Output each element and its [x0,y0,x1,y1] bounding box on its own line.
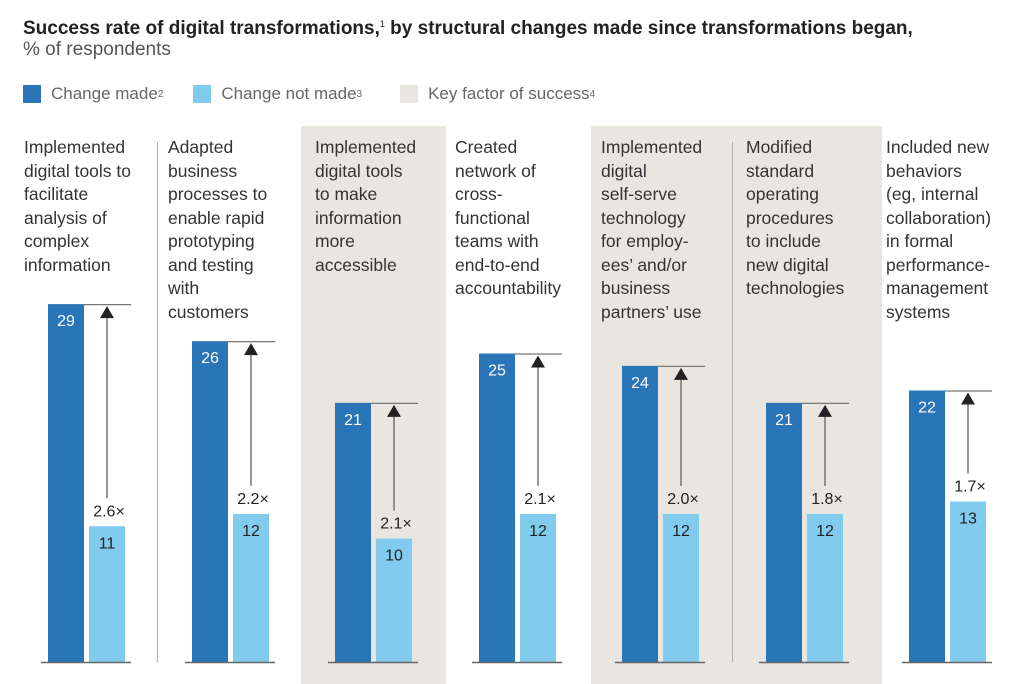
bar-change-not-made [807,513,843,662]
bar-change-not-made [233,513,269,662]
category-label: Modified standard operating procedures t… [746,137,845,298]
value-label-change-not-made: 13 [959,511,977,528]
multiplier-label: 2.1× [524,491,556,508]
value-label-change-made: 22 [918,400,936,417]
category-label: Implemented digital tools to facilitate … [24,137,132,275]
value-label-change-made: 21 [775,412,793,429]
chart-subtitle: % of respondents [23,39,171,60]
value-label-change-not-made: 10 [385,548,403,565]
multiplier-label: 2.1× [380,516,412,533]
bar-change-not-made [376,538,412,662]
bar-change-made [48,304,84,662]
legend: Change made 2 Change not made 3 Key factor… [23,84,625,104]
column-divider [732,142,733,662]
arrow-head-icon [244,343,258,356]
key-factor-highlight-3 [301,126,446,684]
category-label: Included new behaviors (eg, internal col… [886,137,992,322]
category-label: Created network of cross- functional tea… [455,137,562,298]
bar-change-not-made [520,513,556,662]
multiplier-label: 1.7× [954,479,986,496]
legend-swatch [23,85,41,103]
arrow-head-icon [387,404,401,417]
value-label-change-made: 29 [57,313,75,330]
value-label-change-not-made: 12 [816,523,834,540]
arrow-head-icon [818,404,832,417]
bar-change-made [479,353,515,662]
value-label-change-made: 24 [631,375,649,392]
arrow-head-icon [961,392,975,405]
column-divider [157,142,158,662]
category-label: Adapted business processes to enable rap… [168,137,268,322]
multiplier-label: 2.0× [667,491,699,508]
bar-change-made [622,365,658,662]
chart-title: Success rate of digital transformations,… [23,18,913,39]
bar-change-not-made [89,526,125,662]
category-label: Implemented digital self-serve technolog… [601,137,703,322]
legend-item-change-made: Change made 2 [23,84,163,104]
bar-change-made [192,341,228,662]
bar-change-made [335,402,371,662]
value-label-change-not-made: 12 [672,523,690,540]
arrow-head-icon [674,367,688,380]
legend-swatch [400,85,419,103]
value-label-change-made: 25 [488,363,506,380]
arrow-head-icon [100,306,114,319]
value-label-change-made: 26 [201,350,219,367]
legend-swatch [193,85,212,103]
footnote-marker: 1 [379,19,385,29]
bar-change-made [909,390,945,662]
bar-change-not-made [663,513,699,662]
arrow-head-icon [531,355,545,368]
legend-item-change-not-made: Change not made 3 [193,84,362,104]
bar-change-made [766,402,802,662]
value-label-change-made: 21 [344,412,362,429]
multiplier-label: 2.6× [93,503,125,520]
value-label-change-not-made: 11 [99,535,116,552]
bar-change-not-made [950,501,986,662]
multiplier-label: 2.2× [237,491,269,508]
value-label-change-not-made: 12 [529,523,547,540]
legend-item-key-factor: Key factor of success 4 [400,84,595,104]
multiplier-label: 1.8× [811,491,843,508]
category-label: Implemented digital tools to make inform… [315,137,417,275]
value-label-change-not-made: 12 [242,523,260,540]
